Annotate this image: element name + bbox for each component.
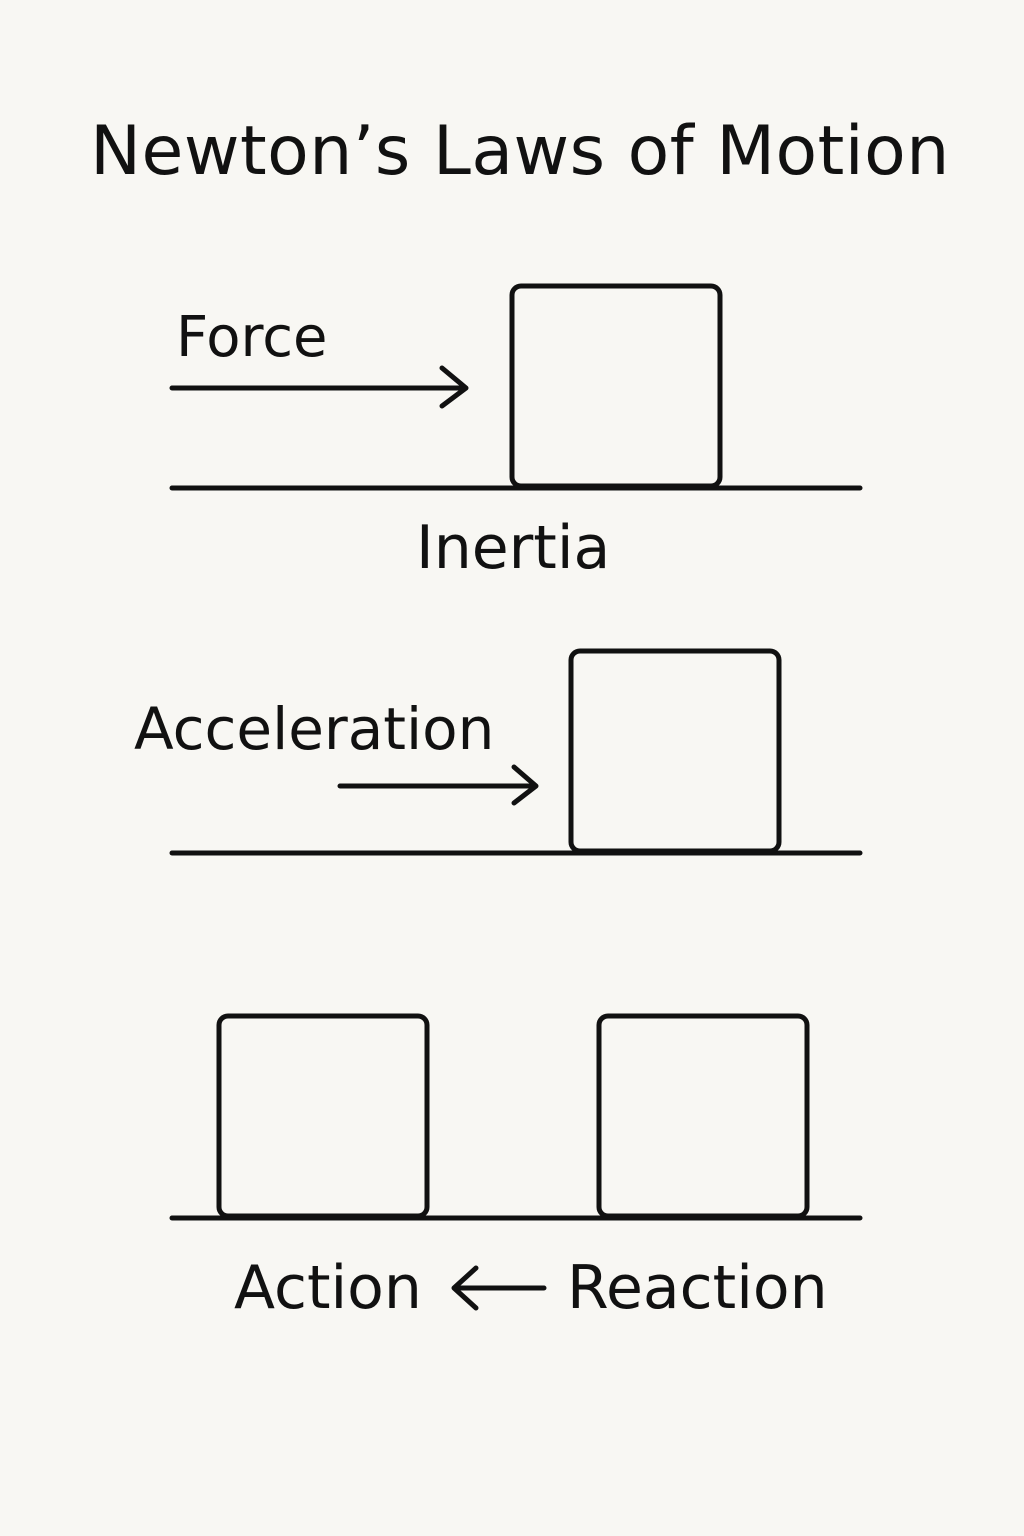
- block-2: [568, 648, 782, 854]
- inertia-label: Inertia: [416, 513, 611, 583]
- force-arrow: [169, 365, 469, 409]
- reaction-label: Reaction: [567, 1253, 828, 1323]
- block-reaction: [596, 1013, 810, 1219]
- reaction-arrow: [451, 1265, 547, 1311]
- block-action: [216, 1013, 430, 1219]
- acceleration-arrow: [337, 764, 539, 806]
- acceleration-label: Acceleration: [134, 695, 495, 763]
- action-label: Action: [234, 1253, 422, 1323]
- diagram-title: Newton’s Laws of Motion: [90, 112, 950, 191]
- block-1: [509, 283, 723, 489]
- force-label: Force: [176, 305, 328, 370]
